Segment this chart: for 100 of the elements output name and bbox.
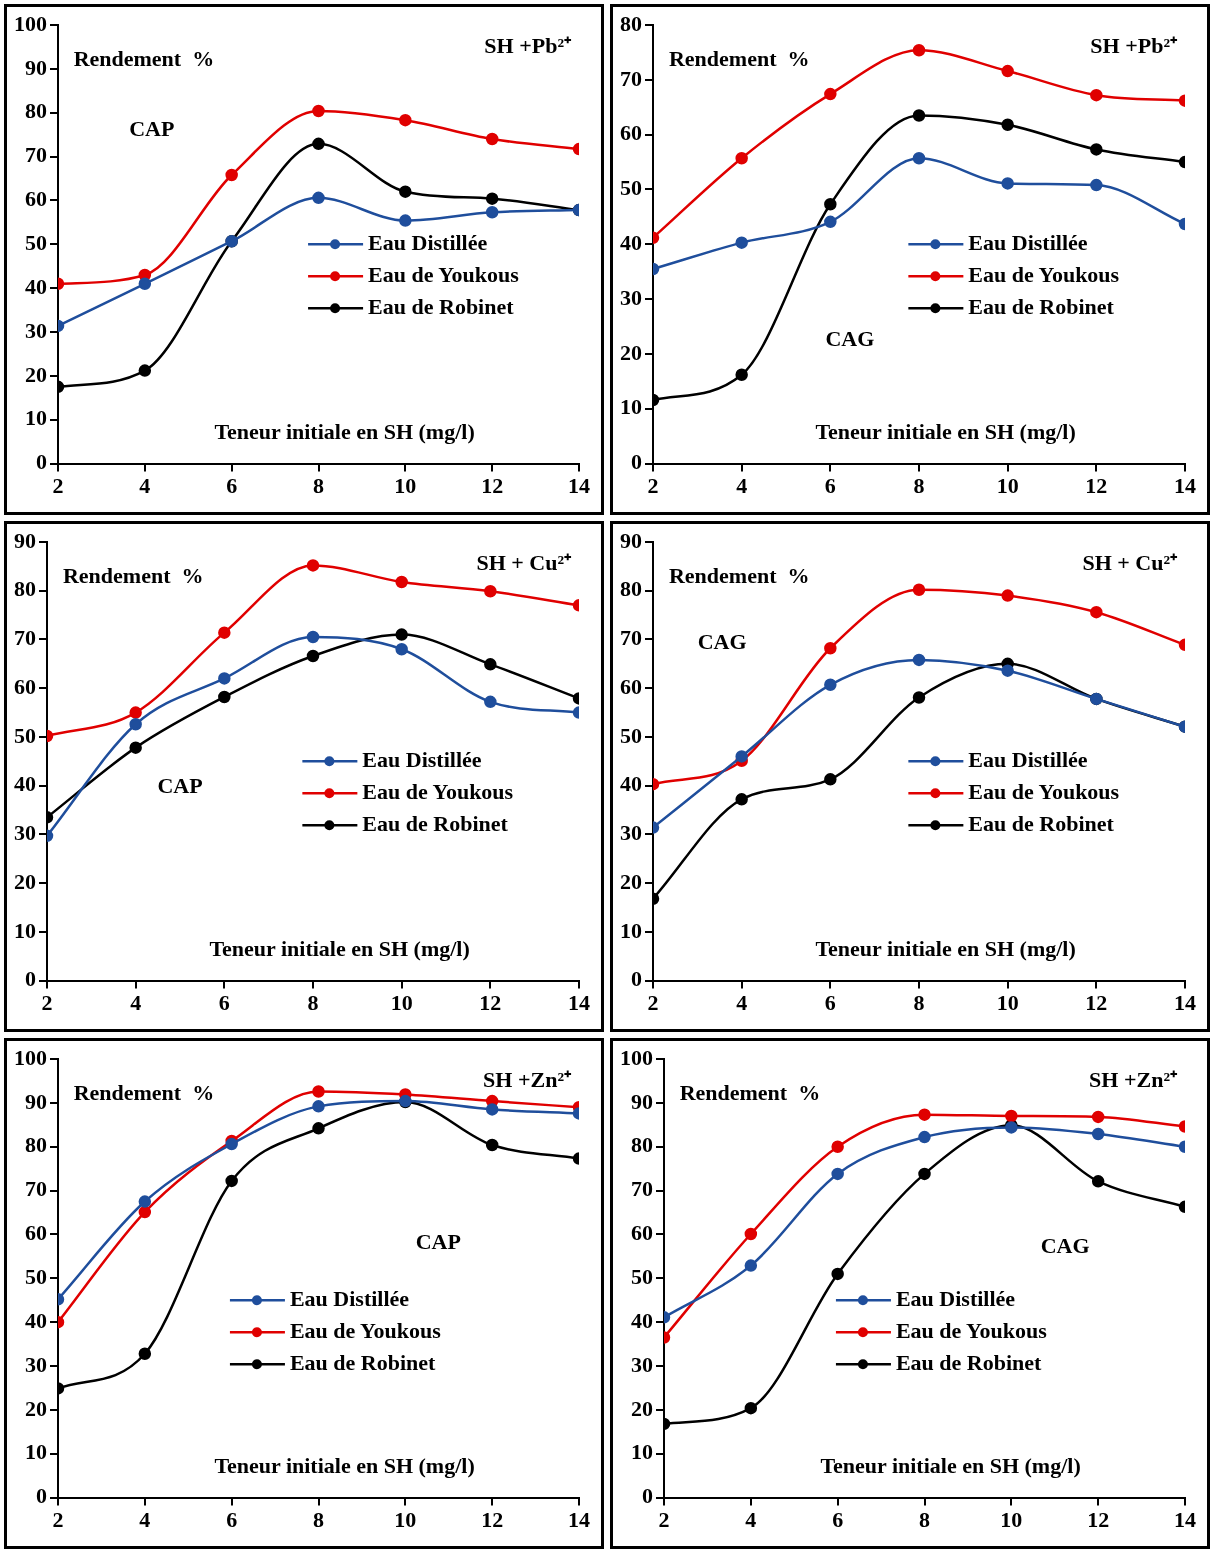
y-tick-label: 40	[14, 771, 36, 797]
x-tick-label: 12	[481, 1507, 504, 1533]
legend-label: Eau de Robinet	[289, 1349, 437, 1375]
y-tick-label: 80	[25, 98, 47, 124]
y-tick-label: 40	[631, 1307, 653, 1333]
y-tick-label: 10	[620, 394, 642, 420]
annotation: CAG	[825, 326, 875, 352]
y-tick-label: 0	[25, 966, 36, 992]
y-axis-title: Rendement %	[668, 562, 810, 588]
legend-label: Eau Distillée	[968, 229, 1088, 255]
x-tick-label: 8	[919, 1507, 930, 1533]
y-tick-label: 20	[25, 361, 47, 387]
y-tick-label: 70	[631, 1176, 653, 1202]
x-tick-label: 2	[41, 990, 53, 1016]
x-tick-label: 6	[832, 1507, 844, 1533]
x-tick-label: 14	[1174, 1507, 1196, 1533]
legend-label: Eau de Youkous	[968, 261, 1120, 287]
annotation: CAG	[697, 628, 747, 654]
annotation: SH +Pb²⁺	[1090, 32, 1178, 58]
x-tick-label: 4	[139, 473, 151, 499]
x-tick-label: 8	[313, 1507, 324, 1533]
x-tick-label: 14	[1174, 473, 1196, 499]
y-tick-label: 80	[631, 1132, 653, 1158]
y-tick-label: 50	[25, 1263, 47, 1289]
y-tick-label: 70	[25, 1176, 47, 1202]
x-tick-label: 4	[736, 473, 748, 499]
x-tick-label: 8	[313, 473, 324, 499]
legend-label: Eau de Robinet	[368, 293, 515, 319]
x-tick-label: 12	[1085, 473, 1108, 499]
x-tick-label: 10	[1000, 1507, 1023, 1533]
y-tick-label: 70	[620, 625, 642, 651]
x-axis-title: Teneur initiale en SH (mg/l)	[209, 935, 470, 961]
x-tick-label: 8	[913, 990, 925, 1016]
y-tick-label: 30	[25, 1351, 47, 1377]
y-tick-label: 80	[620, 576, 642, 602]
annotation: SH +Pb²⁺	[484, 32, 572, 58]
annotation: SH + Cu²⁺	[1082, 549, 1178, 575]
y-tick-label: 90	[25, 54, 47, 80]
x-axis-title: Teneur initiale en SH (mg/l)	[214, 1452, 475, 1478]
annotation: CAP	[129, 115, 175, 141]
y-tick-label: 40	[620, 229, 642, 255]
y-tick-label: 10	[14, 917, 36, 943]
x-tick-label: 4	[130, 990, 142, 1016]
y-tick-label: 0	[631, 449, 642, 475]
y-tick-label: 40	[25, 273, 47, 299]
y-tick-label: 70	[620, 65, 642, 91]
x-tick-label: 12	[481, 473, 504, 499]
x-tick-label: 14	[568, 473, 590, 499]
y-tick-label: 20	[620, 868, 642, 894]
y-tick-label: 90	[620, 527, 642, 553]
legend-label: Eau de Robinet	[968, 810, 1115, 836]
y-tick-label: 50	[620, 175, 642, 201]
x-tick-label: 8	[913, 473, 925, 499]
legend-label: Eau de Youkous	[368, 261, 520, 287]
y-tick-label: 0	[36, 449, 47, 475]
y-tick-label: 20	[620, 339, 642, 365]
y-tick-label: 0	[642, 1483, 653, 1509]
y-tick-label: 90	[25, 1088, 47, 1114]
x-tick-label: 6	[218, 990, 230, 1016]
annotation: CAG	[1040, 1233, 1090, 1259]
x-tick-label: 6	[226, 1507, 238, 1533]
x-axis-title: Teneur initiale en SH (mg/l)	[815, 418, 1076, 444]
y-tick-label: 0	[36, 1483, 47, 1509]
y-tick-label: 50	[620, 722, 642, 748]
y-tick-label: 60	[14, 673, 36, 699]
legend-label: Eau de Youkous	[895, 1317, 1048, 1343]
y-tick-label: 10	[25, 405, 47, 431]
y-tick-label: 90	[14, 527, 36, 553]
x-tick-label: 4	[736, 990, 748, 1016]
y-tick-label: 40	[25, 1307, 47, 1333]
y-tick-label: 10	[631, 1439, 653, 1465]
y-tick-label: 100	[620, 1044, 653, 1070]
y-tick-label: 20	[14, 868, 36, 894]
x-tick-label: 6	[226, 473, 238, 499]
legend-label: Eau Distillée	[362, 746, 482, 772]
y-tick-label: 60	[25, 1220, 47, 1246]
x-tick-label: 4	[139, 1507, 151, 1533]
x-tick-label: 14	[568, 1507, 590, 1533]
y-tick-label: 70	[25, 142, 47, 168]
legend-label: Eau de Robinet	[362, 810, 509, 836]
legend-label: Eau Distillée	[895, 1285, 1016, 1311]
y-tick-label: 90	[631, 1088, 653, 1114]
y-axis-title: Rendement %	[62, 562, 204, 588]
x-tick-label: 10	[996, 990, 1019, 1016]
y-tick-label: 30	[14, 820, 36, 846]
x-tick-label: 12	[479, 990, 502, 1016]
x-tick-label: 2	[52, 1507, 64, 1533]
x-tick-label: 8	[307, 990, 319, 1016]
x-tick-label: 10	[394, 473, 417, 499]
y-axis-title: Rendement %	[73, 45, 215, 71]
x-axis-title: Teneur initiale en SH (mg/l)	[820, 1452, 1081, 1478]
y-axis-title: Rendement %	[73, 1079, 215, 1105]
x-tick-label: 2	[52, 473, 64, 499]
x-tick-label: 10	[996, 473, 1019, 499]
annotation: SH + Cu²⁺	[476, 549, 572, 575]
y-tick-label: 30	[620, 820, 642, 846]
x-tick-label: 2	[647, 990, 659, 1016]
x-tick-label: 2	[647, 473, 659, 499]
x-axis-title: Teneur initiale en SH (mg/l)	[815, 935, 1076, 961]
y-tick-label: 60	[25, 186, 47, 212]
